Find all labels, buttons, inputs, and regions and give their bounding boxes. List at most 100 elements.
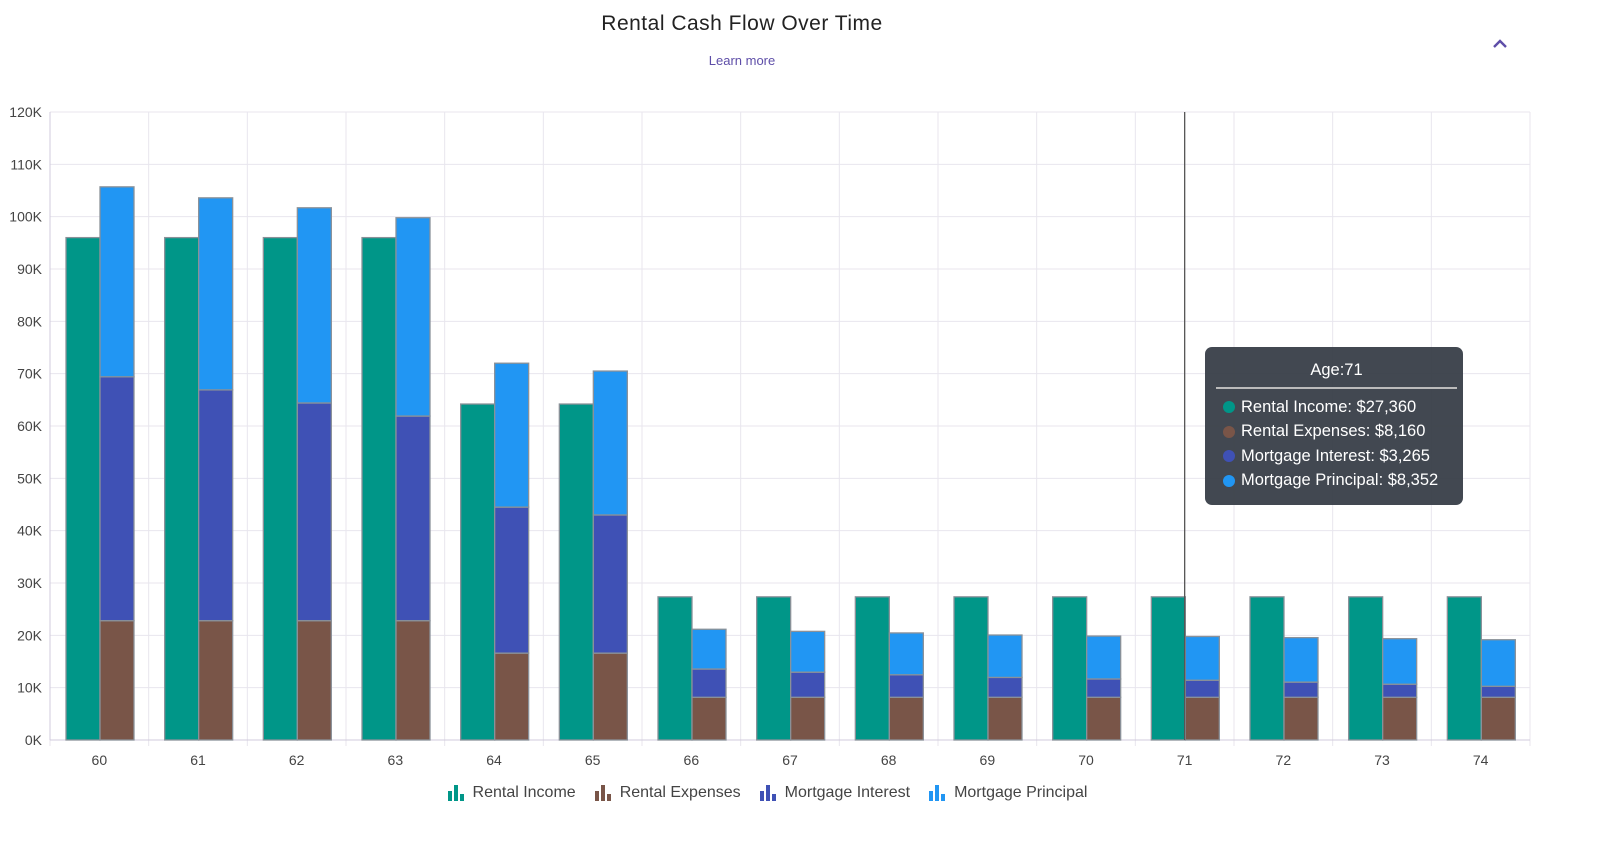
y-tick-label: 20K [17, 627, 43, 643]
y-tick-label: 10K [17, 680, 43, 696]
tooltip-title: Age:71 [1216, 361, 1457, 389]
legend-item[interactable]: Mortgage Interest [759, 784, 910, 802]
bar-rental-expenses [1184, 696, 1220, 741]
bar-mortgage-interest [296, 402, 332, 622]
bar-mortgage-interest [1382, 683, 1418, 698]
learn-more-link[interactable]: Learn more [708, 53, 776, 68]
bar-rental-income [1348, 596, 1384, 741]
y-tick-label: 0K [25, 732, 43, 748]
bar-rental-expenses [691, 696, 727, 741]
bar-rental-income [756, 596, 792, 741]
bar-rental-expenses [790, 696, 826, 741]
bar-mortgage-interest [888, 674, 924, 698]
bar-rental-expenses [494, 652, 530, 741]
tooltip-row-text: Mortgage Interest: $3,265 [1241, 446, 1430, 465]
bar-mortgage-principal [1283, 636, 1319, 683]
tooltip-row: Rental Expenses: $8,160 [1223, 420, 1463, 445]
x-tick-label: 74 [1473, 752, 1489, 768]
y-tick-label: 120K [9, 104, 42, 120]
y-tick-label: 40K [17, 523, 43, 539]
bar-mortgage-principal [790, 630, 826, 673]
bar-mortgage-principal [395, 217, 431, 417]
bar-mortgage-interest [1184, 679, 1220, 698]
series-dot-icon [1223, 474, 1235, 487]
bar-mortgage-principal [888, 632, 924, 676]
bar-mortgage-interest [1283, 681, 1319, 698]
bar-chart-icon [447, 785, 464, 801]
bar-rental-income [460, 403, 496, 741]
x-tick-label: 68 [881, 752, 897, 768]
bar-mortgage-interest [198, 389, 234, 622]
legend-item[interactable]: Rental Expenses [594, 784, 741, 802]
tooltip: Age:71 Rental Income: $27,360 Rental Expe… [1205, 347, 1463, 505]
bar-rental-income [262, 236, 298, 741]
x-tick-label: 69 [980, 752, 996, 768]
bar-chart-icon [759, 785, 776, 801]
y-tick-label: 50K [17, 470, 43, 486]
tooltip-row: Mortgage Interest: $3,265 [1223, 444, 1463, 469]
bar-rental-income [164, 236, 200, 741]
legend-item[interactable]: Mortgage Principal [928, 784, 1087, 802]
y-tick-label: 30K [17, 575, 43, 591]
bar-mortgage-principal [691, 628, 727, 670]
bar-mortgage-interest [1480, 685, 1516, 698]
x-tick-label: 70 [1078, 752, 1094, 768]
bar-rental-expenses [592, 652, 628, 741]
x-tick-label: 60 [92, 752, 108, 768]
x-tick-label: 71 [1177, 752, 1193, 768]
bar-rental-income [953, 596, 989, 741]
chart-title: Rental Cash Flow Over Time [601, 12, 883, 35]
series-dot-icon [1223, 425, 1235, 438]
bar-mortgage-interest [691, 668, 727, 698]
x-tick-label: 64 [486, 752, 502, 768]
bar-mortgage-principal [494, 362, 530, 508]
bar-chart-icon [594, 785, 611, 801]
y-tick-label: 100K [9, 209, 42, 225]
bar-mortgage-interest [395, 415, 431, 622]
bar-rental-income [558, 403, 594, 741]
bar-rental-expenses [1086, 696, 1122, 741]
tooltip-row: Mortgage Principal: $8,352 [1223, 469, 1463, 494]
bar-mortgage-principal [987, 634, 1023, 679]
bar-rental-income [1150, 596, 1186, 741]
series-dot-icon [1223, 401, 1235, 414]
bar-mortgage-interest [1086, 678, 1122, 698]
bar-rental-expenses [987, 696, 1023, 741]
bar-mortgage-interest [99, 376, 135, 622]
bar-mortgage-interest [494, 506, 530, 654]
bar-mortgage-interest [790, 671, 826, 698]
bar-mortgage-interest [592, 514, 628, 654]
bar-mortgage-principal [99, 186, 135, 378]
bar-rental-expenses [1480, 696, 1516, 741]
x-tick-label: 72 [1276, 752, 1292, 768]
x-tick-label: 73 [1374, 752, 1390, 768]
legend-label: Rental Income [472, 784, 576, 801]
bar-mortgage-principal [1086, 635, 1122, 680]
bar-rental-income [1052, 596, 1088, 741]
bar-rental-expenses [395, 620, 431, 741]
y-tick-label: 60K [17, 418, 43, 434]
bar-rental-expenses [1283, 696, 1319, 741]
y-tick-label: 70K [17, 366, 43, 382]
series-dot-icon [1223, 450, 1235, 463]
bar-rental-expenses [99, 620, 135, 741]
tooltip-row: Rental Income: $27,360 [1223, 395, 1463, 420]
bar-mortgage-principal [198, 197, 234, 391]
legend-item[interactable]: Rental Income [447, 784, 576, 802]
x-tick-label: 66 [684, 752, 700, 768]
bar-rental-expenses [198, 620, 234, 741]
chevron-up-icon[interactable] [1488, 32, 1512, 56]
y-tick-label: 80K [17, 313, 43, 329]
bar-mortgage-principal [1480, 639, 1516, 687]
tooltip-row-text: Rental Income: $27,360 [1241, 397, 1417, 416]
bar-rental-expenses [888, 696, 924, 741]
bar-rental-income [65, 236, 101, 741]
bar-rental-expenses [1382, 696, 1418, 741]
bar-rental-income [854, 596, 890, 741]
tooltip-row-text: Rental Expenses: $8,160 [1241, 422, 1426, 441]
bar-mortgage-principal [592, 370, 628, 516]
bar-mortgage-interest [987, 676, 1023, 698]
bar-rental-income [1446, 596, 1482, 741]
legend: Rental Income Rental Expenses Mortgage Int… [0, 784, 1534, 802]
bar-rental-income [361, 236, 397, 741]
